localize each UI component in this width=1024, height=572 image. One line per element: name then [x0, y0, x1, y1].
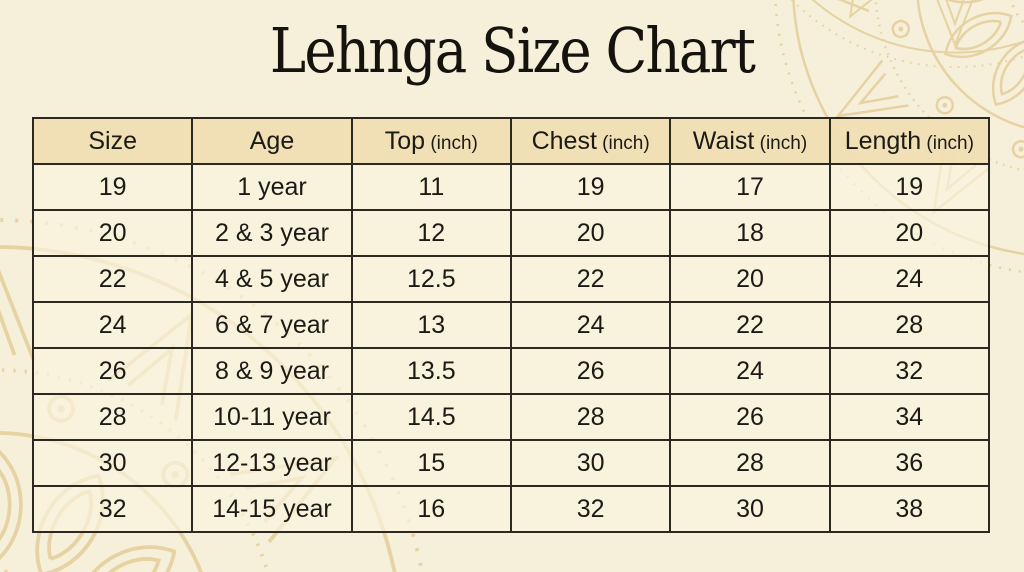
table-cell: 14.5 [350, 393, 512, 441]
column-header-unit: (inch) [754, 132, 808, 154]
column-header: Length (inch) [828, 117, 991, 165]
table-cell: 34 [828, 393, 991, 441]
size-chart-table: Size Age Top (inch) Chest (inch) Waist (inch… [31, 117, 991, 533]
table-cell: 15 [350, 439, 512, 487]
table-row: 22 4 & 5 year 12.5 22 20 24 [31, 255, 991, 303]
table-cell: 24 [31, 301, 194, 349]
table-cell: 32 [31, 485, 194, 533]
column-header-unit: (inch) [425, 132, 478, 154]
page-title: Lehnga Size Chart [269, 14, 756, 87]
column-header-label: Length [844, 126, 922, 155]
table-cell: 13 [350, 301, 512, 349]
table-body: 19 1 year 11 19 17 19 20 2 & 3 year 12 20 18 20 22 4 … [31, 163, 991, 533]
table-row: 26 8 & 9 year 13.5 26 24 32 [31, 347, 991, 395]
table-cell: 26 [509, 347, 672, 395]
column-header: Waist (inch) [669, 117, 831, 165]
table-cell: 30 [669, 485, 831, 533]
table-cell: 24 [509, 301, 672, 349]
column-header-unit: (inch) [921, 132, 974, 154]
table-row: 28 10-11 year 14.5 28 26 34 [31, 393, 991, 441]
table-cell: 20 [669, 255, 831, 303]
column-header: Age [191, 117, 353, 165]
table-row: 19 1 year 11 19 17 19 [31, 163, 991, 211]
column-header-label: Age [249, 126, 295, 155]
table-header-row: Size Age Top (inch) Chest (inch) Waist (inch… [31, 117, 991, 165]
table-cell: 30 [509, 439, 672, 487]
table-cell: 19 [31, 163, 194, 211]
column-header-label: Waist [692, 126, 755, 155]
column-header: Size [31, 117, 194, 165]
table-cell: 28 [31, 393, 194, 441]
column-header-label: Chest [531, 126, 597, 155]
table-cell: 8 & 9 year [191, 347, 353, 395]
table-cell: 28 [509, 393, 672, 441]
table-cell: 10-11 year [191, 393, 353, 441]
table-head: Size Age Top (inch) Chest (inch) Waist (inch… [31, 117, 991, 165]
table-cell: 6 & 7 year [191, 301, 353, 349]
table-cell: 1 year [191, 163, 353, 211]
table-cell: 12 [350, 209, 512, 257]
table-cell: 20 [509, 209, 672, 257]
table-cell: 36 [828, 439, 991, 487]
column-header: Chest (inch) [509, 117, 672, 165]
table-cell: 13.5 [350, 347, 512, 395]
table-cell: 12.5 [350, 255, 512, 303]
table-cell: 24 [828, 255, 991, 303]
table-cell: 22 [509, 255, 672, 303]
column-header: Top (inch) [350, 117, 512, 165]
table-cell: 19 [509, 163, 672, 211]
table-cell: 11 [350, 163, 512, 211]
column-header-label: Top [384, 126, 426, 155]
table-cell: 32 [828, 347, 991, 395]
table-cell: 22 [669, 301, 831, 349]
table-cell: 28 [669, 439, 831, 487]
table-cell: 24 [669, 347, 831, 395]
table-cell: 12-13 year [191, 439, 353, 487]
table-row: 30 12-13 year 15 30 28 36 [31, 439, 991, 487]
table-cell: 16 [350, 485, 512, 533]
table-row: 20 2 & 3 year 12 20 18 20 [31, 209, 991, 257]
table-cell: 19 [828, 163, 991, 211]
table-cell: 28 [828, 301, 991, 349]
table-cell: 4 & 5 year [191, 255, 353, 303]
table-cell: 38 [828, 485, 991, 533]
table-cell: 20 [828, 209, 991, 257]
table-row: 24 6 & 7 year 13 24 22 28 [31, 301, 991, 349]
table-row: 32 14-15 year 16 32 30 38 [31, 485, 991, 533]
column-header-label: Size [88, 126, 137, 155]
table-cell: 32 [509, 485, 672, 533]
table-cell: 30 [31, 439, 194, 487]
table-cell: 14-15 year [191, 485, 353, 533]
table-cell: 20 [31, 209, 194, 257]
table-cell: 26 [31, 347, 194, 395]
table-cell: 17 [669, 163, 831, 211]
table-cell: 22 [31, 255, 194, 303]
column-header-unit: (inch) [596, 132, 650, 154]
table-cell: 18 [669, 209, 831, 257]
table-cell: 26 [669, 393, 831, 441]
table-cell: 2 & 3 year [191, 209, 353, 257]
